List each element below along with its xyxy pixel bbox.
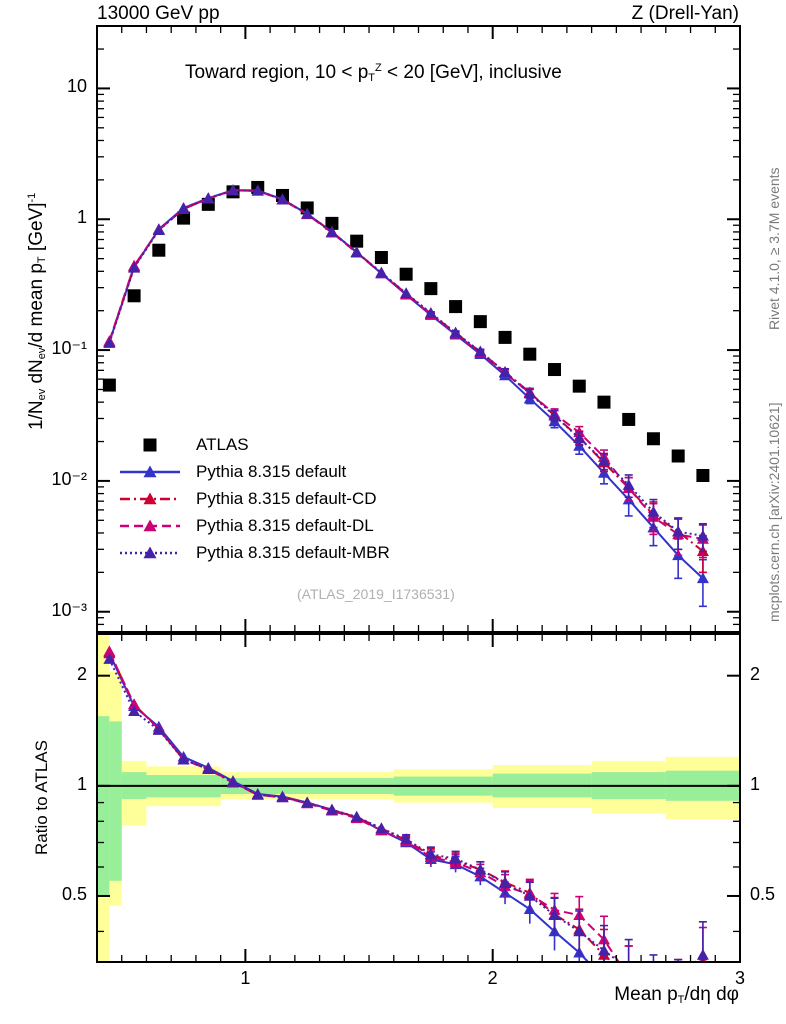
ratio-ytick-0: 2	[76, 663, 87, 684]
legend-item-4: Pythia 8.315 default-MBR	[118, 539, 390, 566]
main-ytick-1: 1	[76, 207, 87, 228]
legend-marker-triangle	[118, 462, 182, 482]
ratio-ytick-right-2: 0.5	[750, 883, 776, 904]
ratio-line-Pythia 8.315 default-MBR	[108, 658, 704, 962]
legend-marker-square	[118, 435, 182, 455]
xlabel-b: /dη dφ	[684, 984, 739, 1005]
xtick-0: 1	[240, 968, 251, 988]
ratio-line-Pythia 8.315 default-CD	[108, 651, 614, 962]
plot-title-a: Toward region, 10 < p	[185, 62, 369, 83]
legend-marker-triangle	[118, 516, 182, 536]
xlabel-a: Mean p	[614, 984, 678, 1005]
legend-marker-triangle	[118, 543, 182, 563]
legend-label-4: Pythia 8.315 default-MBR	[196, 542, 390, 562]
plot-title-b: < 20 [GeV], inclusive	[381, 62, 562, 83]
analysis-watermark: (ATLAS_2019_I1736531)	[297, 586, 455, 602]
ratio-series-group	[103, 645, 709, 962]
xtick-1: 2	[487, 968, 498, 988]
plot-title-sup: Z	[375, 62, 382, 74]
plot-title: Toward region, 10 < pTZ < 20 [GeV], incl…	[185, 62, 562, 84]
legend-item-2: Pythia 8.315 default-CD	[118, 485, 390, 512]
legend: ATLAS Pythia 8.315 default Pythia 8.315 de…	[118, 431, 390, 566]
ratio-ytick-2: 0.5	[61, 883, 87, 904]
xlabel: Mean pT/dη dφ	[614, 984, 739, 1006]
xtick-2: 3	[734, 968, 746, 988]
xlabel-sub: T	[677, 994, 685, 1006]
plot-title-sub: T	[368, 72, 375, 84]
ratio-ytick-right-1: 1	[750, 773, 761, 794]
header-left: 13000 GeV pp	[97, 3, 220, 24]
main-ytick-2: 10⁻¹	[51, 338, 87, 359]
ratio-ytick-1: 1	[76, 773, 87, 794]
legend-label-2: Pythia 8.315 default-CD	[196, 488, 377, 508]
ratio-line-Pythia 8.315 default	[108, 653, 590, 962]
main-series-group	[102, 180, 710, 608]
main-ytick-0: 10	[66, 76, 87, 97]
header-right: Z (Drell-Yan)	[631, 3, 739, 24]
legend-item-3: Pythia 8.315 default-DL	[118, 512, 390, 539]
legend-label-1: Pythia 8.315 default	[196, 461, 347, 481]
legend-label-3: Pythia 8.315 default-DL	[196, 515, 374, 535]
legend-label-0: ATLAS	[196, 434, 249, 454]
main-ytick-4: 10⁻³	[51, 599, 87, 620]
main-ytick-3: 10⁻²	[51, 468, 87, 489]
ratio-band-inner	[97, 716, 110, 896]
legend-marker-triangle	[118, 489, 182, 509]
ratio-line-Pythia 8.315 default-DL	[108, 650, 703, 962]
ratio-band-inner	[109, 721, 122, 881]
legend-item-1: Pythia 8.315 default	[118, 458, 390, 485]
legend-item-0: ATLAS	[118, 431, 390, 458]
ratio-ytick-right-0: 2	[750, 663, 761, 684]
